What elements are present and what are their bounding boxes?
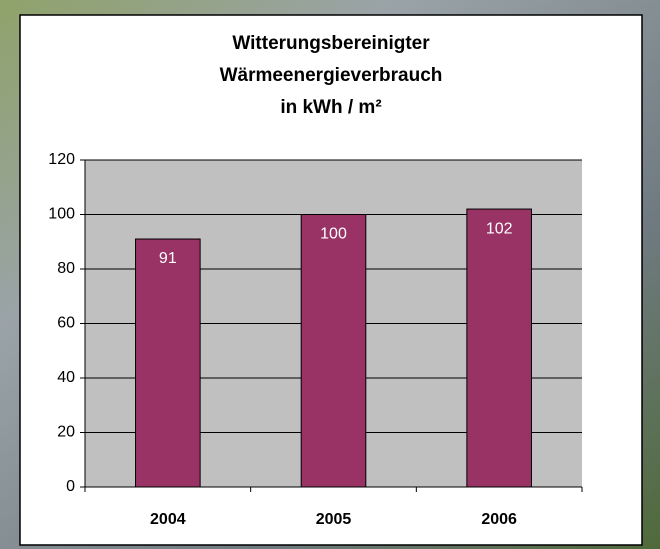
- data-label: 100: [320, 226, 347, 243]
- x-tick-label: 2004: [150, 511, 186, 528]
- y-tick-label: 80: [57, 260, 75, 277]
- y-tick-label: 100: [48, 206, 75, 223]
- chart-title: in kWh / m²: [280, 97, 381, 118]
- bar: [466, 208, 532, 488]
- x-tick-label: 2006: [481, 511, 517, 528]
- chart-title: Witterungsbereinigter: [232, 33, 430, 54]
- chart-title: Wärmeenergieverbrauch: [220, 65, 443, 86]
- y-tick-label: 20: [57, 424, 75, 441]
- data-label: 102: [486, 220, 513, 237]
- bar: [135, 238, 201, 488]
- y-tick-label: 120: [48, 151, 75, 168]
- bar: [300, 214, 367, 488]
- data-label: 91: [159, 250, 177, 267]
- y-tick-label: 0: [66, 478, 75, 495]
- x-tick-label: 2005: [316, 511, 352, 528]
- y-tick-label: 40: [57, 369, 75, 386]
- y-tick-label: 60: [57, 315, 75, 332]
